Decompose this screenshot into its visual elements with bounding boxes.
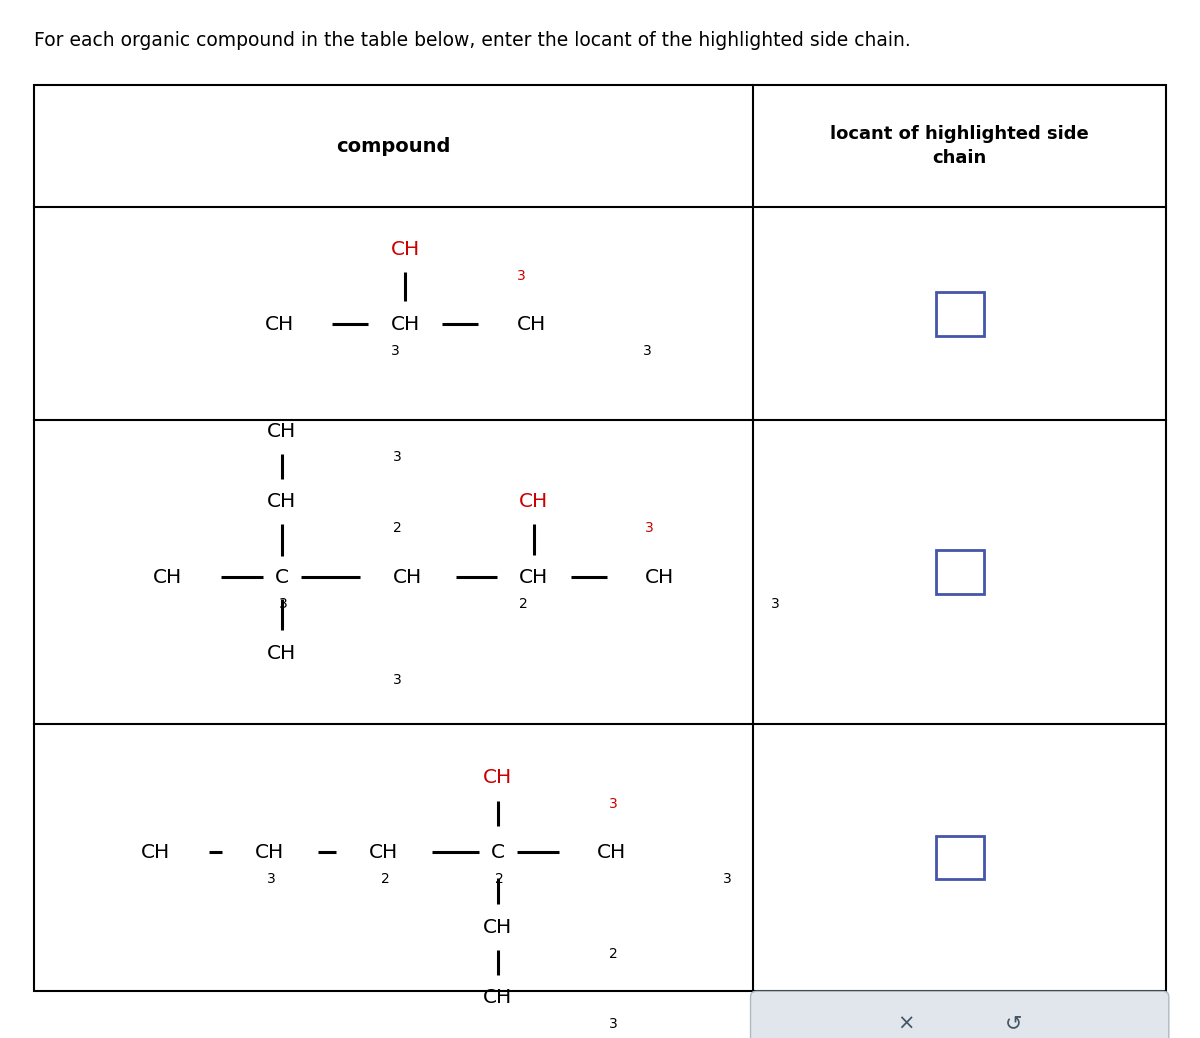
Text: CH: CH (598, 843, 626, 862)
Bar (936, 292, 984, 335)
Text: 3: 3 (646, 521, 654, 535)
Text: C: C (491, 843, 505, 862)
Text: C: C (275, 568, 289, 586)
Text: 3: 3 (394, 673, 402, 686)
Text: ↺: ↺ (1004, 1013, 1022, 1034)
Text: 2: 2 (610, 947, 618, 960)
Text: 3: 3 (642, 344, 652, 358)
Text: 3: 3 (394, 450, 402, 464)
Text: CH: CH (370, 843, 398, 862)
Text: CH: CH (268, 644, 296, 662)
Text: 3: 3 (724, 872, 732, 885)
Text: compound: compound (336, 137, 450, 156)
Text: 3: 3 (772, 597, 780, 610)
Text: 2: 2 (394, 521, 402, 535)
Bar (936, 836, 984, 879)
Text: 2: 2 (520, 597, 528, 610)
Text: CH: CH (142, 843, 170, 862)
Text: 3: 3 (280, 597, 288, 610)
Text: CH: CH (517, 315, 546, 334)
Bar (34, 85, 1166, 991)
Text: locant of highlighted side
chain: locant of highlighted side chain (830, 126, 1090, 167)
Text: CH: CH (391, 240, 420, 260)
Text: CH: CH (391, 315, 420, 334)
Text: CH: CH (268, 421, 296, 440)
Text: CH: CH (520, 492, 548, 511)
Text: 3: 3 (390, 344, 400, 358)
Text: CH: CH (154, 568, 182, 586)
Text: CH: CH (484, 918, 512, 936)
Text: CH: CH (265, 315, 294, 334)
Text: CH: CH (484, 988, 512, 1007)
FancyBboxPatch shape (750, 991, 1169, 1038)
Text: 3: 3 (516, 269, 526, 283)
Text: CH: CH (268, 492, 296, 511)
Text: 3: 3 (268, 872, 276, 885)
Text: CH: CH (394, 568, 422, 586)
Text: CH: CH (256, 843, 284, 862)
Text: 3: 3 (610, 797, 618, 811)
Text: 3: 3 (610, 1017, 618, 1031)
Text: CH: CH (520, 568, 548, 586)
Text: 2: 2 (382, 872, 390, 885)
Bar (936, 550, 984, 594)
Text: For each organic compound in the table below, enter the locant of the highlighte: For each organic compound in the table b… (34, 31, 911, 50)
Text: ×: × (896, 1013, 914, 1034)
Text: 2: 2 (496, 872, 504, 885)
Text: CH: CH (646, 568, 674, 586)
Text: CH: CH (484, 768, 512, 787)
